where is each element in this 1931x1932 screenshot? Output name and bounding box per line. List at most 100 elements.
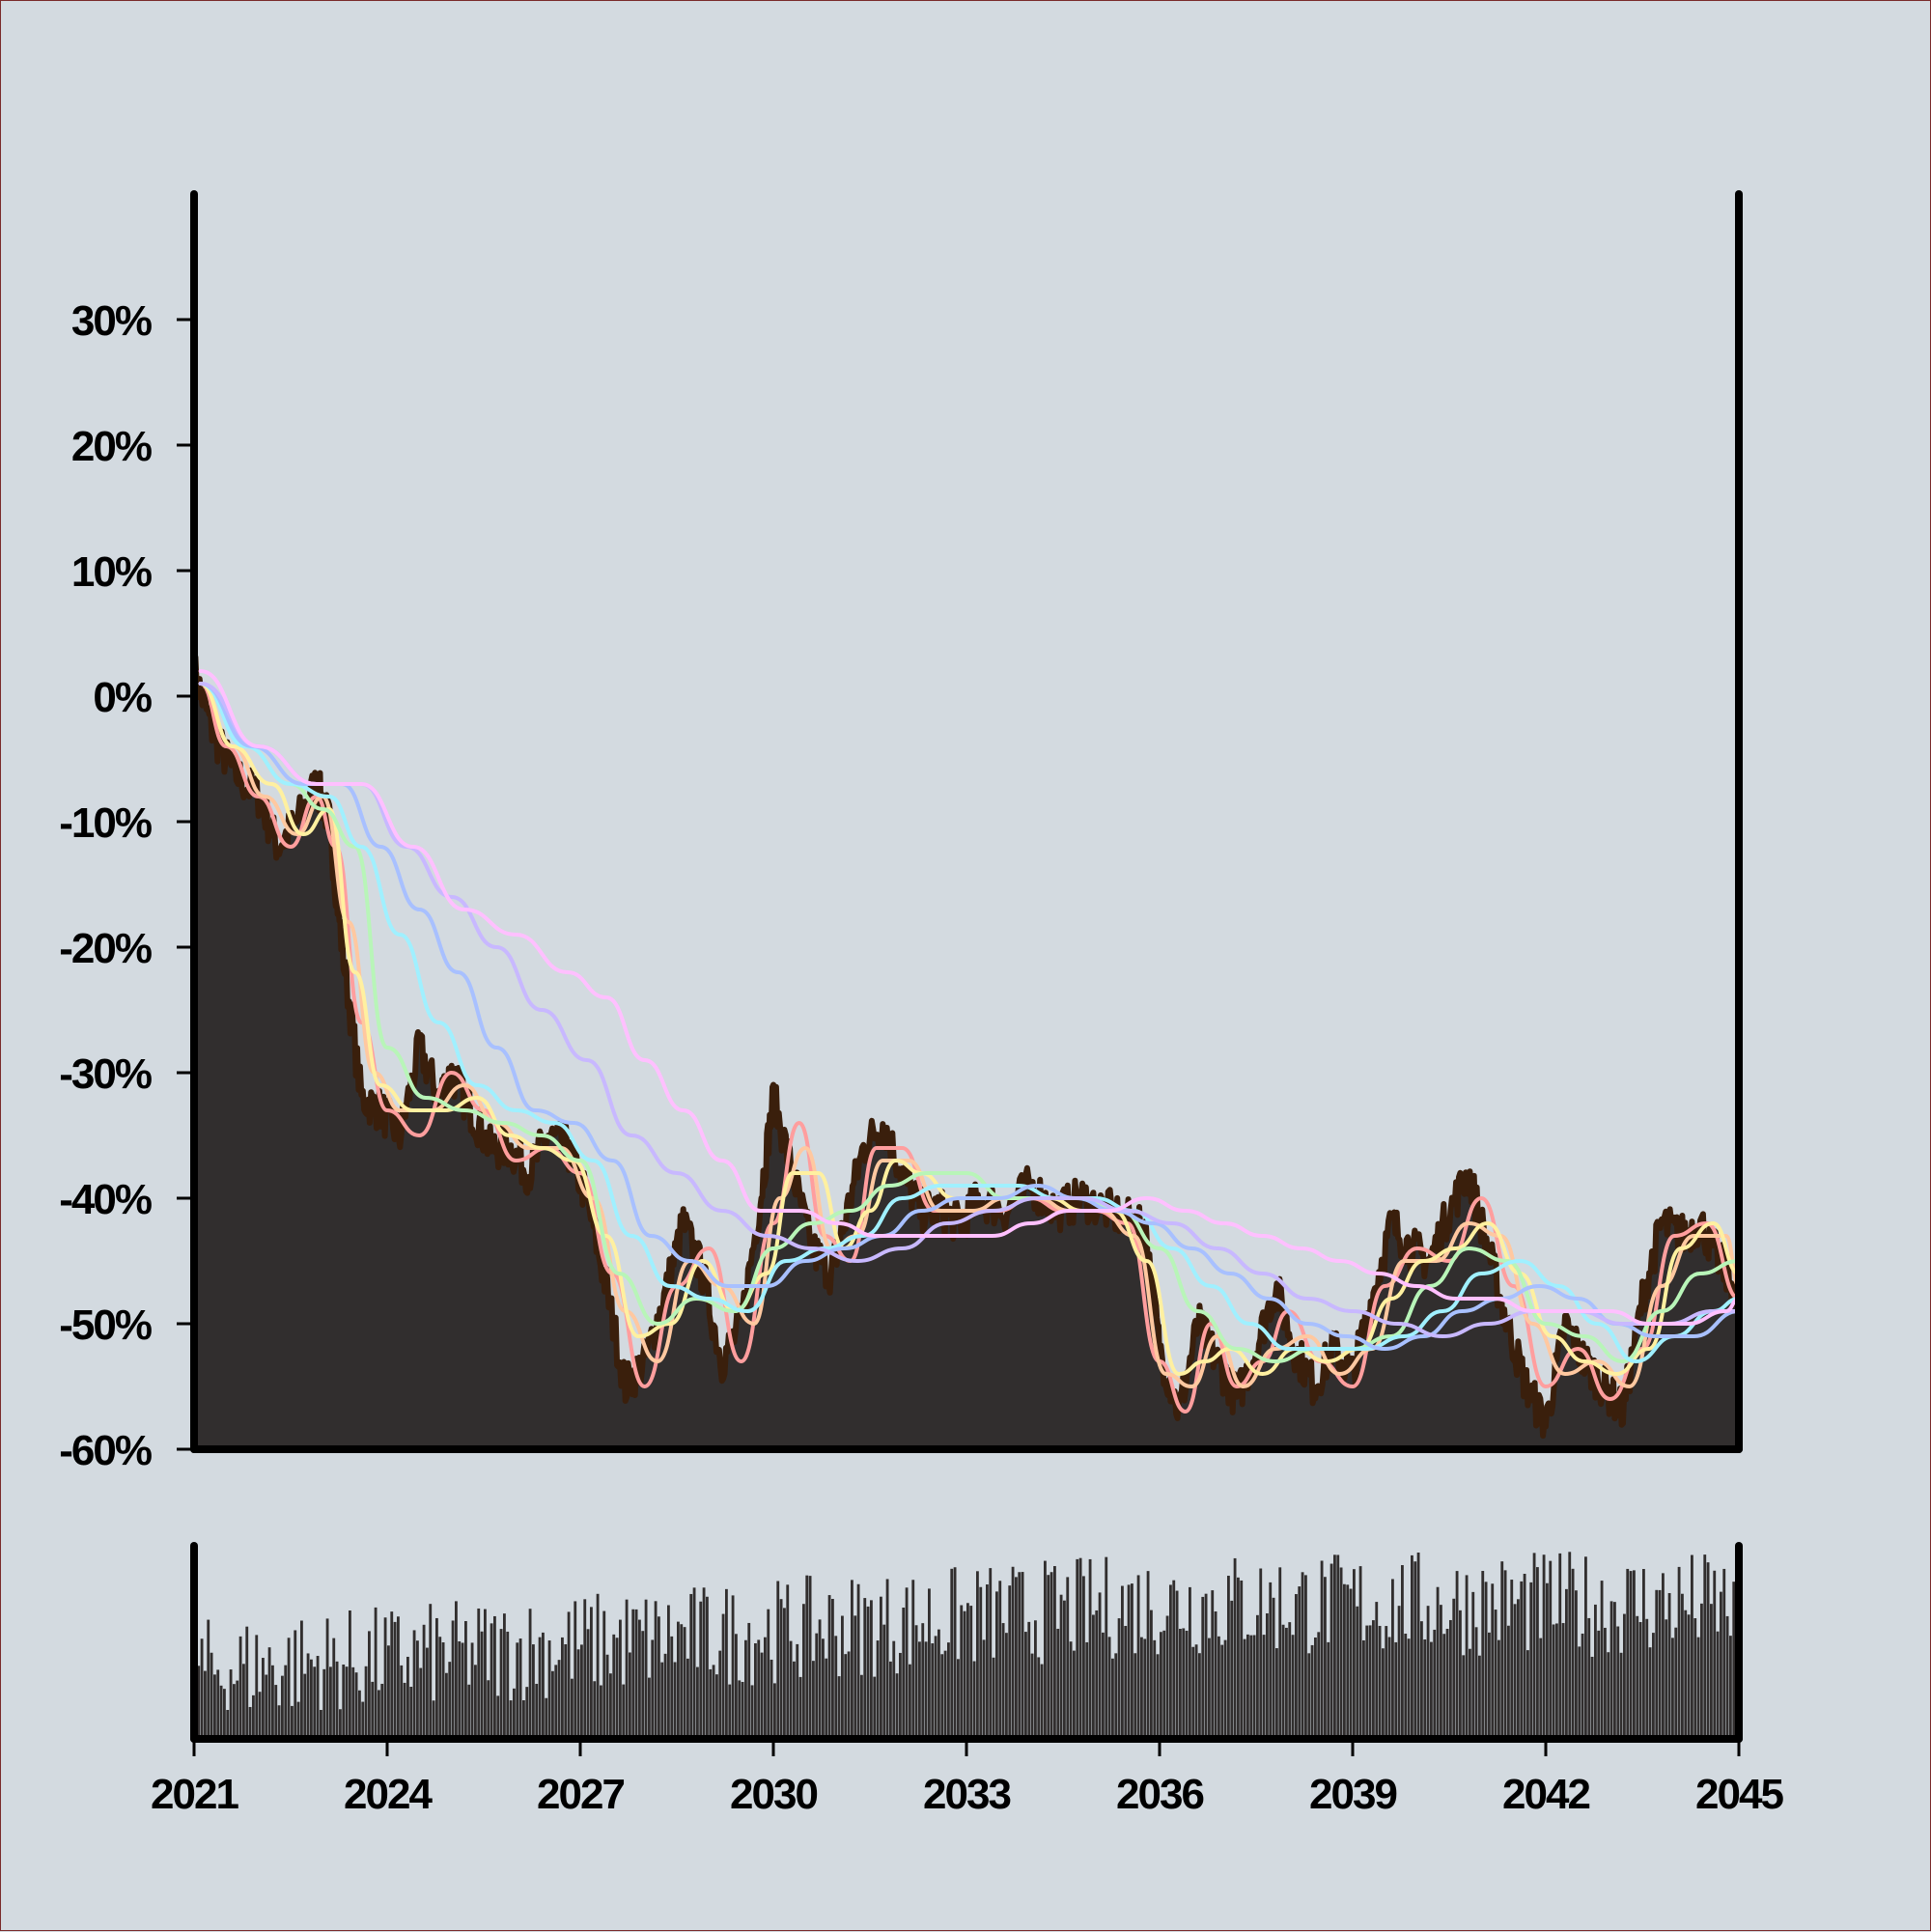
- volume-bar: [1532, 1553, 1536, 1739]
- volume-bar: [1561, 1623, 1565, 1739]
- volume-bar: [1156, 1654, 1160, 1739]
- volume-bar: [786, 1584, 790, 1739]
- volume-bar: [812, 1661, 815, 1739]
- volume-bar: [1191, 1646, 1195, 1739]
- volume-bar: [1165, 1615, 1169, 1739]
- volume-bar: [1307, 1653, 1311, 1739]
- volume-bar: [992, 1657, 995, 1739]
- volume-bar: [721, 1613, 725, 1739]
- volume-bar: [689, 1593, 693, 1739]
- volume-bar: [1691, 1554, 1693, 1739]
- volume-bar: [1333, 1554, 1336, 1739]
- volume-bar: [651, 1639, 655, 1739]
- volume-bar: [837, 1676, 841, 1739]
- y-tick-label: -40%: [59, 1176, 152, 1223]
- volume-bar: [1433, 1629, 1437, 1739]
- volume-bar: [557, 1660, 561, 1739]
- x-tick-label: 2036: [1116, 1771, 1203, 1818]
- volume-bar: [342, 1664, 346, 1739]
- volume-bar: [1465, 1575, 1469, 1739]
- volume-bar: [1343, 1583, 1346, 1739]
- volume-bar: [294, 1630, 297, 1739]
- volume-bar: [699, 1601, 703, 1739]
- volume-bar: [1693, 1618, 1697, 1739]
- volume-bar: [866, 1606, 870, 1739]
- volume-bar: [1382, 1648, 1385, 1739]
- volume-bar: [1095, 1610, 1099, 1739]
- volume-bar: [1629, 1571, 1633, 1739]
- volume-bar: [277, 1705, 281, 1739]
- volume-bar: [1301, 1572, 1304, 1739]
- volume-bar: [374, 1607, 378, 1739]
- volume-bar: [1085, 1641, 1089, 1739]
- volume-bar: [805, 1575, 809, 1739]
- volume-bar: [470, 1642, 474, 1739]
- volume-bar: [1018, 1572, 1021, 1739]
- volume-bar: [296, 1701, 300, 1739]
- volume-bar: [419, 1667, 423, 1739]
- volume-bar: [445, 1672, 448, 1739]
- volume-bar: [1230, 1600, 1234, 1739]
- volume-bar: [1285, 1627, 1288, 1739]
- volume-bar: [345, 1666, 349, 1739]
- y-tick-label: 10%: [71, 548, 152, 596]
- volume-bar: [1397, 1606, 1401, 1739]
- volume-bar: [702, 1587, 706, 1739]
- drawdown-area: [194, 657, 1739, 1449]
- volume-bar: [1604, 1627, 1607, 1739]
- volume-bar: [248, 1706, 252, 1739]
- volume-bar: [880, 1596, 882, 1739]
- volume-bar: [1073, 1650, 1076, 1739]
- volume-bar: [793, 1661, 796, 1739]
- x-tick-label: 2042: [1502, 1771, 1589, 1818]
- volume-bar: [1088, 1558, 1092, 1739]
- volume-bar: [528, 1609, 532, 1739]
- volume-bar: [1571, 1568, 1575, 1739]
- volume-bar: [1131, 1583, 1133, 1739]
- volume-bar: [1687, 1614, 1691, 1739]
- volume-bar: [1587, 1617, 1591, 1739]
- volume-bar: [1671, 1638, 1674, 1739]
- volume-bar: [1324, 1577, 1327, 1739]
- volume-bar: [406, 1656, 409, 1739]
- drawdown-line: [191, 654, 1742, 1439]
- volume-bar: [1638, 1621, 1642, 1739]
- volume-bar: [567, 1611, 571, 1739]
- volume-bar: [1189, 1586, 1191, 1739]
- volume-bar: [1356, 1606, 1359, 1739]
- volume-bar: [1720, 1591, 1722, 1739]
- volume-bar: [1030, 1653, 1034, 1739]
- volume-bar: [213, 1674, 216, 1739]
- volume-bar: [1597, 1630, 1601, 1739]
- volume-bar: [1049, 1572, 1053, 1739]
- volume-bar: [1722, 1568, 1726, 1739]
- volume-bar: [1047, 1575, 1050, 1739]
- y-tick-label: 20%: [71, 423, 152, 470]
- volume-bar: [1211, 1590, 1215, 1739]
- volume-bar: [284, 1665, 288, 1739]
- volume-bar: [715, 1674, 718, 1739]
- volume-bar: [380, 1683, 384, 1739]
- volume-bar: [1053, 1566, 1056, 1739]
- volume-bar: [1256, 1614, 1259, 1739]
- volume-bar: [1281, 1624, 1285, 1739]
- volume-bar: [938, 1629, 940, 1739]
- volume-bar: [1317, 1632, 1321, 1739]
- volume-bar: [1401, 1565, 1404, 1739]
- y-tick-label: 0%: [93, 674, 151, 721]
- volume-bar: [262, 1658, 265, 1739]
- volume-bar: [1372, 1620, 1375, 1739]
- volume-bar: [1590, 1656, 1594, 1739]
- volume-bar: [744, 1639, 747, 1739]
- volume-bar: [1320, 1560, 1324, 1739]
- volume-bar: [641, 1631, 645, 1739]
- volume-bar: [1272, 1597, 1275, 1739]
- volume-bar: [503, 1613, 506, 1739]
- volume-bar: [1626, 1568, 1630, 1739]
- volume-bar: [622, 1684, 626, 1739]
- volume-bar: [1121, 1585, 1124, 1739]
- volume-bar: [1111, 1658, 1114, 1739]
- volume-bar: [1217, 1636, 1220, 1739]
- volume-bar: [1246, 1634, 1249, 1739]
